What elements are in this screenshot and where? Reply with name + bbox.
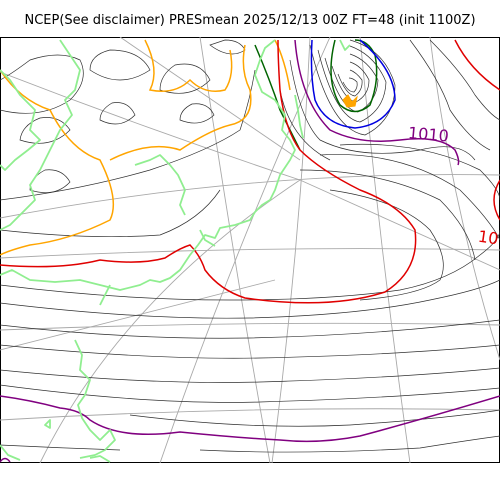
map-frame bbox=[0, 37, 500, 463]
pressure-map: 1010 10 bbox=[0, 37, 500, 463]
low-center bbox=[342, 94, 358, 108]
isobars-highlighted bbox=[0, 39, 500, 463]
contour-label-1010: 1010 bbox=[407, 123, 449, 145]
coastlines bbox=[0, 39, 351, 463]
contour-label-1020: 10 bbox=[477, 227, 500, 249]
map-title: NCEP(See disclaimer) PRESmean 2025/12/13… bbox=[24, 13, 476, 28]
isobars-minor bbox=[0, 39, 500, 453]
